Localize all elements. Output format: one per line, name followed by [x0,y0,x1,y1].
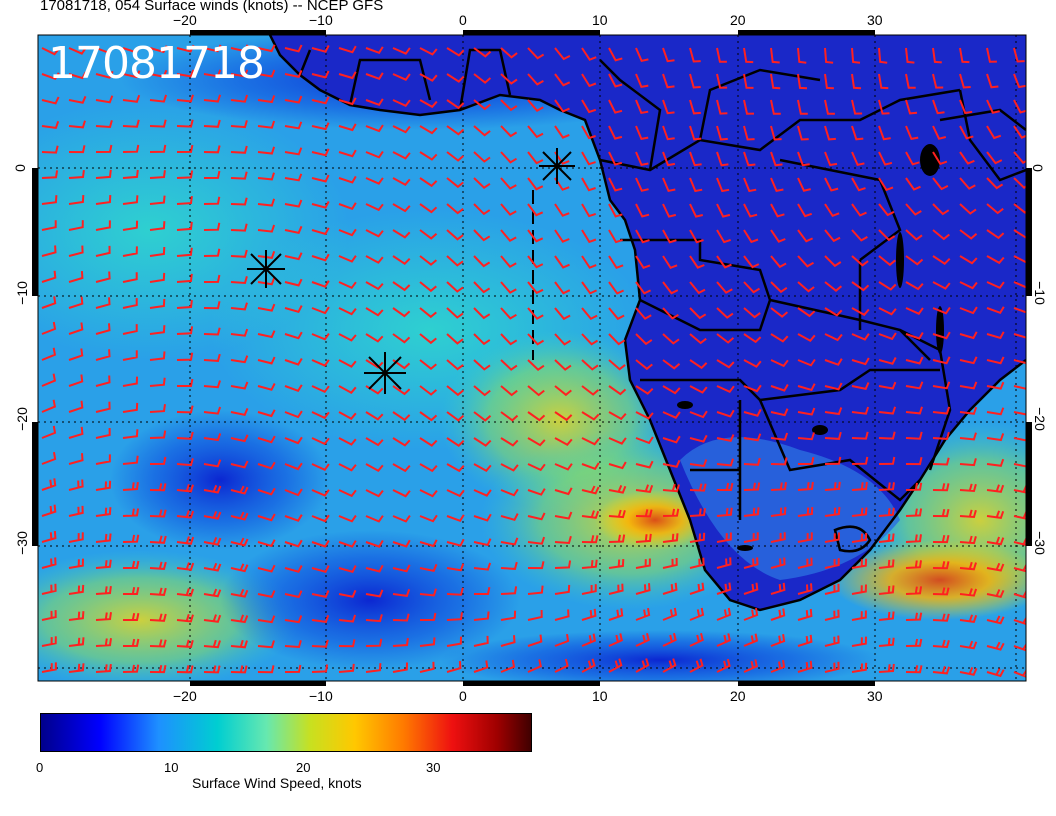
star-marker [364,352,406,394]
lon-tick-bottom: 20 [730,688,746,704]
colorbar-tick: 0 [36,760,44,775]
lat-tick-left: −10 [13,281,30,305]
lon-tick-top: −20 [173,12,197,28]
lat-tick-left: −20 [13,407,30,431]
lon-tick-bottom: 0 [459,688,467,704]
colorbar-tick: 20 [296,760,311,775]
lon-tick-bottom: −10 [309,688,333,704]
colorbar [40,713,532,752]
lat-tick-right: −10 [1031,281,1048,305]
lat-tick-right: −30 [1031,531,1048,555]
colorbar-tick: 10 [164,760,179,775]
lon-tick-top: −10 [309,12,333,28]
lon-tick-bottom: 30 [867,688,883,704]
page-title: 17081718, 054 Surface winds (knots) -- N… [40,0,384,14]
star-marker [247,250,285,288]
lon-tick-top: 30 [867,12,883,28]
lat-tick-left: 0 [11,164,28,172]
lon-tick-top: 0 [459,12,467,28]
lon-tick-bottom: 10 [592,688,608,704]
colorbar-title: Surface Wind Speed, knots [192,775,362,791]
lon-tick-top: 10 [592,12,608,28]
wind-barb-set [41,44,1026,678]
colorbar-tick: 30 [426,760,441,775]
lon-tick-bottom: −20 [173,688,197,704]
lat-tick-left: −30 [13,531,30,555]
lon-tick-top: 20 [730,12,746,28]
star-marker [539,148,575,184]
lat-tick-right: 0 [1029,164,1046,172]
lat-tick-right: −20 [1031,407,1048,431]
timestamp-overlay: 17081718 [48,38,265,89]
wind-barbs [41,44,1026,678]
